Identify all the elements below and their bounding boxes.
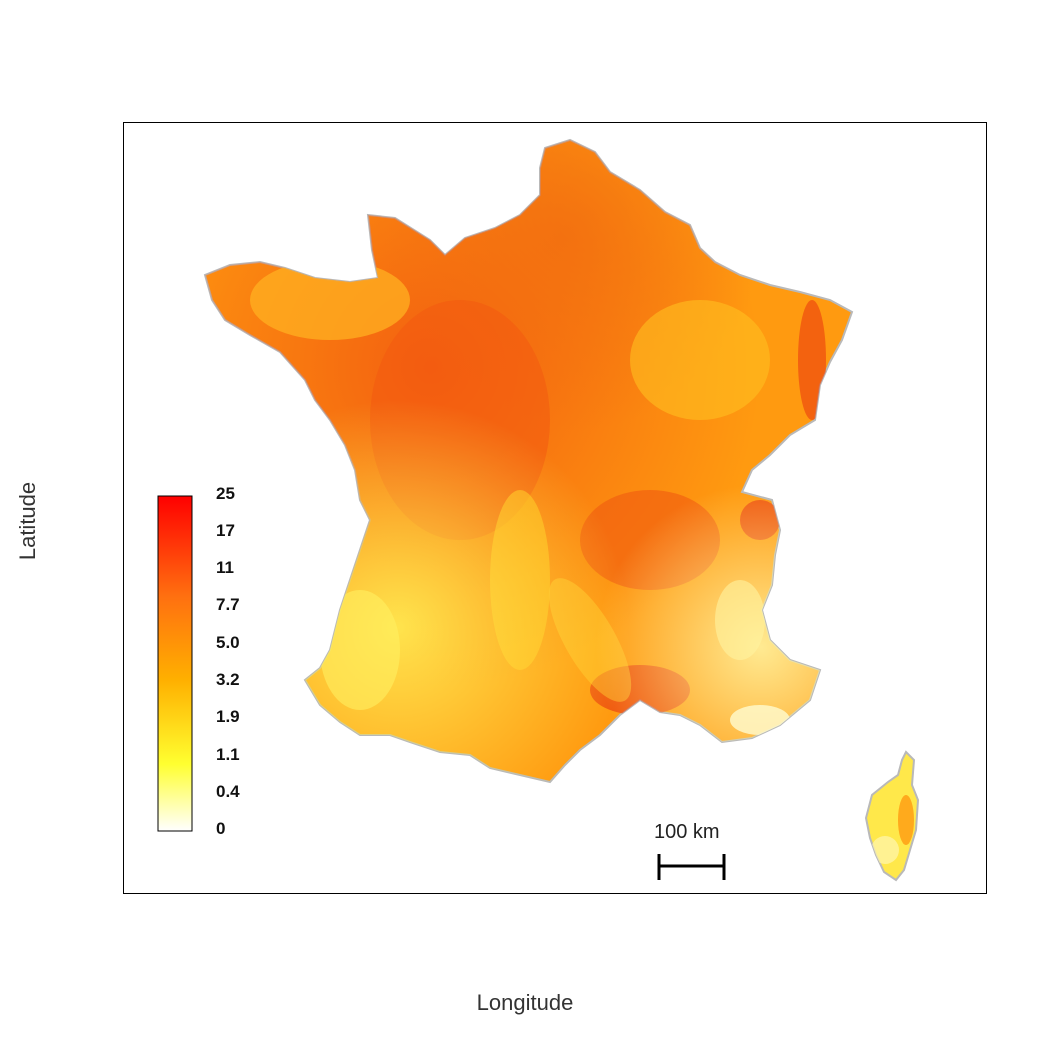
legend-tick: 3.2 <box>216 670 240 689</box>
plot-frame <box>123 122 987 894</box>
y-axis-label: Latitude <box>15 481 40 561</box>
scale-bar <box>657 854 726 880</box>
legend-tick: 25 <box>216 484 235 503</box>
x-axis-label: Longitude <box>476 990 574 1015</box>
scale-bar-label: 100 km <box>654 821 720 843</box>
legend-tick: 5.0 <box>216 633 240 652</box>
legend-tick: 17 <box>216 521 235 540</box>
legend-tick: 1.1 <box>216 745 240 764</box>
legend-tick: 0 <box>216 819 226 838</box>
corsica-raster <box>865 751 919 881</box>
legend-tick: 0.4 <box>216 782 240 801</box>
legend-color-bar <box>157 495 193 832</box>
legend-tick: 1.9 <box>216 707 240 726</box>
legend-tick: 7.7 <box>216 595 240 614</box>
legend-tick: 11 <box>216 558 234 577</box>
